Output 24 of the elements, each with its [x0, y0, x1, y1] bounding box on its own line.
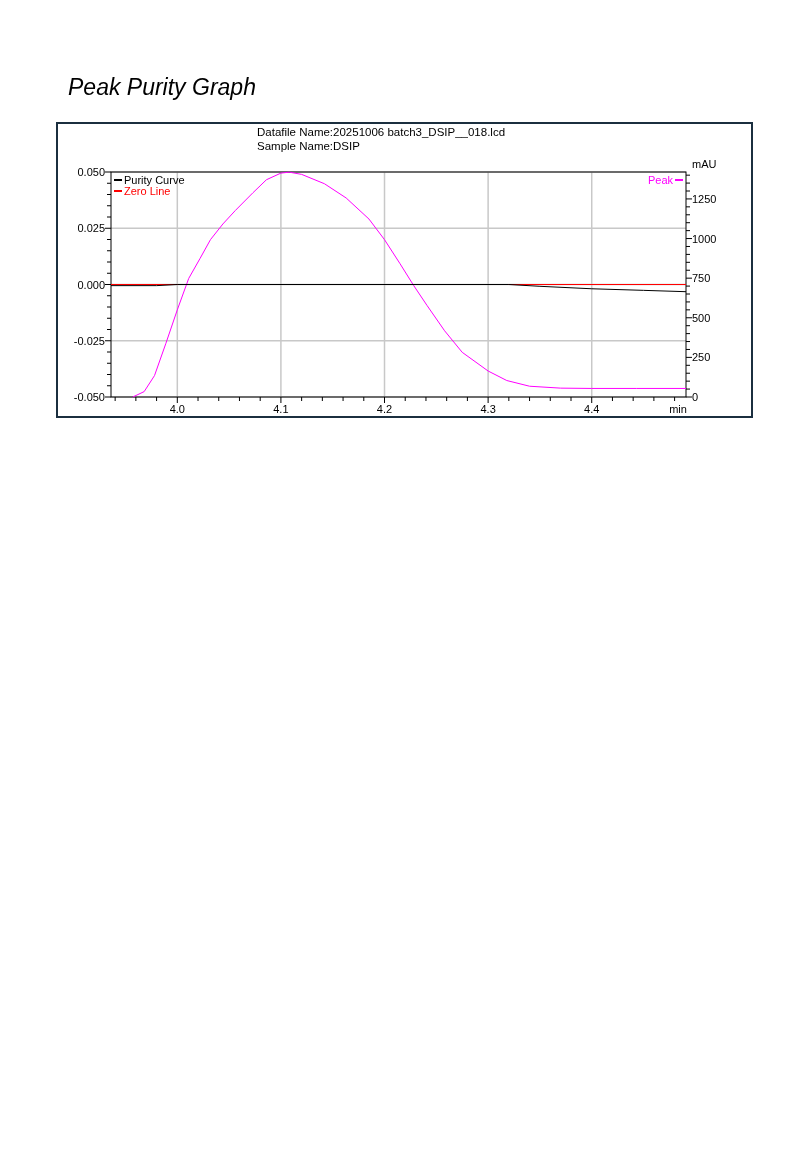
- chart-title: Peak Purity Graph: [68, 74, 256, 100]
- x-tick-label: 4.4: [584, 403, 600, 415]
- y2-tick-label: 500: [692, 311, 711, 324]
- x-tick-label: 4.0: [169, 403, 185, 415]
- y2-tick-label: 1000: [692, 232, 717, 245]
- text: Sample Name:DSIP: [257, 140, 361, 152]
- legend-label: Zero Line: [124, 185, 171, 197]
- y-tick-label: -0.025: [73, 334, 105, 347]
- x-tick-label: 4.1: [273, 403, 289, 415]
- y-tick-label: 0.050: [77, 166, 105, 178]
- y-tick-label: 0.000: [77, 278, 105, 291]
- x-tick-label: 4.2: [376, 403, 393, 415]
- y2-tick-label: 250: [692, 351, 711, 364]
- chart-subtitle: Datafile Name:20251006 batch3_DSIP__018.lcd: [257, 126, 506, 138]
- y2-tick-label: 750: [692, 272, 711, 285]
- y2-axis-title: mAU: [692, 158, 717, 170]
- x-axis-title: min: [669, 403, 687, 415]
- legend-label: Purity Curve: [124, 174, 185, 186]
- y2-tick-label: 0: [692, 391, 699, 403]
- y-tick-label: 0.025: [77, 222, 105, 235]
- y2-tick-label: 1250: [692, 192, 717, 205]
- y-tick-label: -0.050: [73, 391, 105, 403]
- text: Peak: [647, 174, 674, 186]
- x-tick-label: 4.3: [480, 403, 496, 415]
